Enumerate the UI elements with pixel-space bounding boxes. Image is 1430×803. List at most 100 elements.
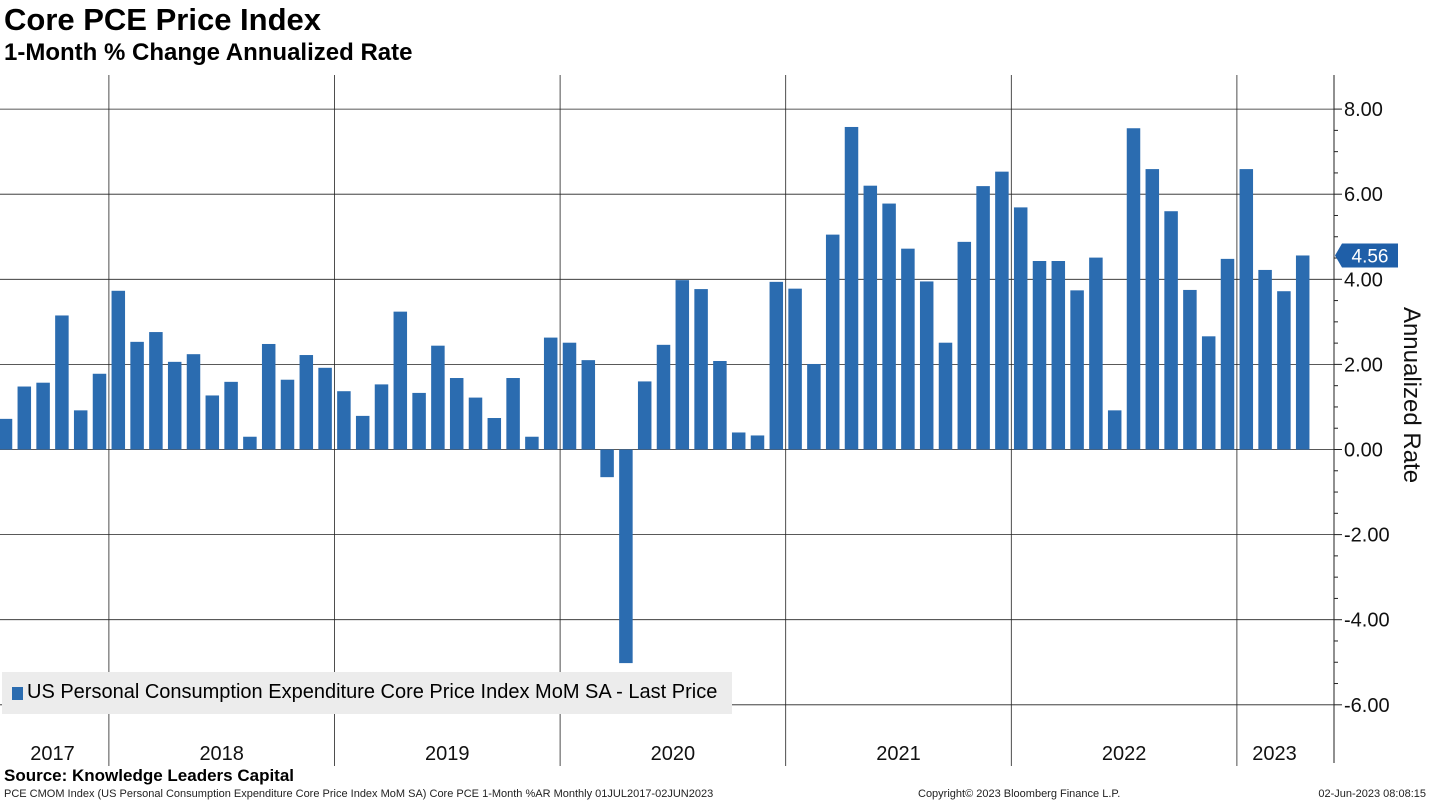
bar xyxy=(1295,255,1310,450)
bar xyxy=(374,384,389,450)
bar xyxy=(1258,269,1272,450)
bar xyxy=(788,288,802,450)
bar xyxy=(976,186,990,450)
x-axis: 2017 2018 2019 2020 2021 2022 2023 xyxy=(30,743,1297,765)
bar xyxy=(901,248,915,450)
bar xyxy=(619,449,633,664)
legend: US Personal Consumption Expenditure Core… xyxy=(2,672,732,714)
bar xyxy=(581,360,596,450)
bar xyxy=(130,341,144,450)
bar xyxy=(318,367,332,450)
bar xyxy=(243,436,257,450)
bar xyxy=(825,234,840,450)
bar xyxy=(731,432,746,450)
bar xyxy=(1051,261,1066,450)
bar xyxy=(205,395,220,450)
bar xyxy=(487,418,502,450)
bar xyxy=(750,435,765,450)
y-tick-label: -4.00 xyxy=(1344,610,1390,632)
bar xyxy=(1107,410,1122,450)
bar xyxy=(713,360,727,450)
x-year-label: 2018 xyxy=(199,743,244,765)
bar xyxy=(769,281,784,450)
bar xyxy=(882,203,896,450)
bar xyxy=(167,361,182,450)
bar xyxy=(543,337,558,450)
bar xyxy=(412,392,426,450)
bar xyxy=(17,386,32,450)
bar xyxy=(393,311,408,450)
y-tick-label: -6.00 xyxy=(1344,695,1390,717)
bar xyxy=(1089,257,1103,450)
legend-swatch xyxy=(12,687,23,700)
bar xyxy=(562,342,577,450)
last-price-marker: 4.56 xyxy=(1335,243,1398,268)
y-tick-label: 8.00 xyxy=(1344,99,1383,121)
x-year-label: 2017 xyxy=(30,743,75,765)
x-year-label: 2020 xyxy=(651,743,696,765)
bar xyxy=(1239,169,1254,450)
bar xyxy=(675,280,690,450)
y-axis-title: Annualized Rate xyxy=(1398,307,1425,483)
bar xyxy=(600,449,614,478)
bar xyxy=(1201,336,1216,450)
x-year-label: 2019 xyxy=(425,743,470,765)
bar xyxy=(431,345,445,450)
bar xyxy=(1013,207,1028,450)
bar xyxy=(186,354,201,450)
bar xyxy=(694,289,708,450)
bar xyxy=(449,378,464,450)
bar xyxy=(995,171,1009,450)
bar xyxy=(1126,128,1141,450)
legend-label: US Personal Consumption Expenditure Core… xyxy=(27,681,718,703)
y-tick-label: 0.00 xyxy=(1344,440,1383,462)
bar xyxy=(149,332,163,450)
y-tick-label: 4.00 xyxy=(1344,269,1383,291)
bar xyxy=(1183,289,1197,450)
bar xyxy=(55,315,69,450)
bar xyxy=(506,378,520,450)
footer-timestamp: 02-Jun-2023 08:08:15 xyxy=(1318,788,1426,800)
bar xyxy=(525,436,539,450)
bar xyxy=(280,379,295,450)
x-year-label: 2021 xyxy=(876,743,921,765)
chart-title: Core PCE Price Index xyxy=(4,2,322,37)
y-tick-label: 6.00 xyxy=(1344,184,1383,206)
footer-index-description: PCE CMOM Index (US Personal Consumption … xyxy=(4,788,714,800)
bar xyxy=(261,343,276,450)
bar xyxy=(224,381,238,450)
last-price-tag xyxy=(1335,243,1398,268)
bar xyxy=(807,363,821,450)
y-tick-label: -2.00 xyxy=(1344,525,1390,547)
bar xyxy=(468,397,483,450)
bar xyxy=(656,344,671,450)
bar-series xyxy=(0,126,1310,664)
bar xyxy=(1164,211,1178,450)
footer-copyright: Copyright© 2023 Bloomberg Finance L.P. xyxy=(918,788,1121,800)
bar xyxy=(0,418,13,450)
bar xyxy=(1277,291,1291,450)
bar xyxy=(919,281,934,450)
bar xyxy=(92,373,107,450)
y-tick-label: 2.00 xyxy=(1344,354,1383,376)
bar xyxy=(863,185,878,450)
x-year-label: 2023 xyxy=(1252,743,1297,765)
bar xyxy=(337,391,351,450)
last-price-value: 4.56 xyxy=(1352,246,1389,267)
y-axis: -6.00 -4.00 -2.00 0.00 2.00 4.00 6.00 8.00 Annua… xyxy=(1333,75,1425,763)
chart-subtitle: 1-Month % Change Annualized Rate xyxy=(4,39,413,66)
bar xyxy=(1032,261,1047,450)
bar xyxy=(299,355,314,450)
x-year-label: 2022 xyxy=(1102,743,1147,765)
bar xyxy=(957,241,972,450)
bar xyxy=(355,415,370,450)
bar xyxy=(938,342,953,450)
bar xyxy=(844,126,859,450)
bar xyxy=(637,381,652,450)
bar xyxy=(111,290,126,450)
bar xyxy=(73,410,88,450)
source-note: Source: Knowledge Leaders Capital xyxy=(4,766,295,785)
bar xyxy=(1070,290,1084,450)
bar xyxy=(36,382,50,450)
